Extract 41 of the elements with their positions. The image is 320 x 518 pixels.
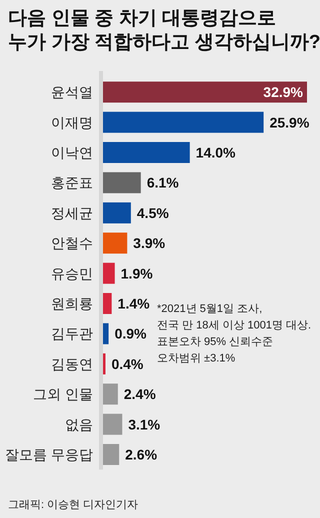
data-label: 25.9%	[270, 114, 310, 130]
data-label: 3.1%	[128, 416, 161, 432]
bar	[103, 262, 115, 284]
bar	[103, 202, 131, 224]
y-tick-label: 유승민	[51, 265, 93, 282]
data-label: 0.9%	[114, 326, 148, 342]
bar	[103, 293, 112, 314]
y-tick-label: 원희룡	[51, 296, 93, 312]
y-tick-label: 윤석열	[51, 84, 93, 100]
y-tick-label: 이재명	[51, 114, 93, 130]
bar	[103, 172, 141, 194]
data-label: 32.9%	[263, 84, 304, 100]
bar	[103, 112, 264, 133]
y-tick-label: 홍준표	[51, 174, 93, 191]
y-tick-label: 이낙연	[51, 144, 93, 160]
y-tick-label: 정세균	[51, 204, 93, 221]
chart-title: 다음 인물 중 차기 대통령감으로 누가 가장 적합하다고 생각하십니까?	[8, 8, 320, 53]
data-label: 1.4%	[118, 296, 150, 312]
bar	[103, 444, 120, 465]
data-label: 1.9%	[120, 265, 154, 282]
y-tick-label: 그외 인물	[33, 386, 93, 402]
bar	[103, 323, 109, 344]
data-label: 0.4%	[111, 356, 144, 372]
bar	[103, 142, 190, 163]
bar	[103, 82, 307, 103]
annotation: *2021년 5월1일 조사, 전국 만 18세 이상 1001명 대상. 표본오차 95% 신뢰수준 오차범위 ±3.1%	[157, 303, 312, 364]
data-label: 14.0%	[196, 144, 236, 160]
y-tick-label: 김동연	[51, 356, 93, 372]
bar	[103, 232, 128, 254]
data-label: 6.1%	[146, 174, 180, 191]
bar	[103, 384, 118, 405]
y-tick-label: 안철수	[51, 235, 93, 252]
y-tick-label: 잘모름 무응답	[5, 446, 93, 462]
data-label: 4.5%	[136, 204, 170, 221]
y-tick-label: 없음	[65, 416, 93, 432]
bar	[103, 414, 122, 435]
data-label: 3.9%	[133, 235, 166, 252]
data-label: 2.6%	[125, 446, 158, 462]
y-tick-label: 김두관	[51, 326, 93, 342]
data-label: 2.4%	[124, 386, 156, 402]
text: 그래픽: 이승현 디자인기자	[8, 499, 138, 511]
